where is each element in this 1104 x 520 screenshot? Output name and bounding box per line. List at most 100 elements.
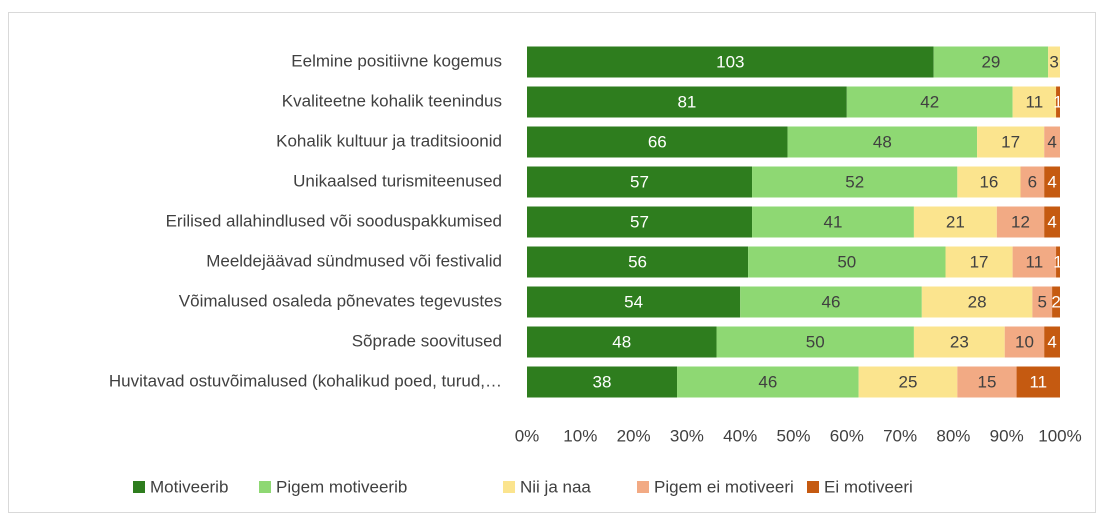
data-label: 66 <box>648 132 667 151</box>
legend-label: Pigem ei motiveeri <box>654 477 794 496</box>
x-tick-label: 40% <box>723 426 757 445</box>
data-label: 16 <box>979 172 998 191</box>
bar-segment <box>1056 86 1060 118</box>
data-label: 81 <box>677 92 696 111</box>
bar-segment <box>1016 366 1060 398</box>
legend-swatch <box>133 481 145 493</box>
legend-label: Ei motiveeri <box>824 477 913 496</box>
y-tick-label: Erilised allahindlused või sooduspakkumi… <box>166 211 502 230</box>
data-label: 11 <box>1026 252 1044 271</box>
data-label: 15 <box>977 372 996 391</box>
bar-segment <box>1032 286 1053 318</box>
bar-segment <box>527 46 934 78</box>
legend-swatch <box>807 481 819 493</box>
bar-segment <box>527 86 847 118</box>
bar-segment <box>913 326 1005 358</box>
legend-label: Pigem motiveerib <box>276 477 407 496</box>
x-tick-label: 70% <box>883 426 917 445</box>
x-tick-label: 100% <box>1038 426 1081 445</box>
data-label: 11 <box>1026 92 1044 111</box>
data-label: 42 <box>920 92 939 111</box>
bar-segment <box>1052 286 1060 318</box>
data-label: 1 <box>1053 92 1062 111</box>
bar-segment <box>1004 326 1045 358</box>
data-label: 50 <box>806 332 825 351</box>
bar-segment <box>945 246 1013 278</box>
bar-segment <box>913 206 997 238</box>
data-label: 1 <box>1053 252 1062 271</box>
data-label: 29 <box>981 52 1000 71</box>
bar-segment <box>1012 86 1057 118</box>
bar-segment <box>1044 206 1060 238</box>
bar-segment <box>527 326 717 358</box>
y-tick-label: Kohalik kultuur ja traditsioonid <box>276 131 502 150</box>
data-label: 57 <box>630 212 649 231</box>
bar-segment <box>957 366 1017 398</box>
bar-segment <box>921 286 1033 318</box>
bar-segment <box>1048 46 1060 78</box>
legend-label: Motiveerib <box>150 477 228 496</box>
legend-swatch <box>637 481 649 493</box>
data-label: 3 <box>1049 52 1058 71</box>
bar-segment <box>846 86 1013 118</box>
data-label: 5 <box>1037 292 1046 311</box>
x-tick-label: 50% <box>776 426 810 445</box>
data-label: 25 <box>899 372 918 391</box>
bar-segment <box>527 126 788 158</box>
x-tick-label: 30% <box>670 426 704 445</box>
data-label: 41 <box>824 212 843 231</box>
data-label: 17 <box>970 252 989 271</box>
data-label: 4 <box>1047 332 1056 351</box>
data-label: 4 <box>1047 132 1056 151</box>
data-label: 4 <box>1047 172 1056 191</box>
y-tick-label: Kvaliteetne kohalik teenindus <box>282 91 502 110</box>
bar-segment <box>1020 166 1045 198</box>
data-label: 4 <box>1047 212 1056 231</box>
data-label: 11 <box>1029 372 1047 391</box>
legend-swatch <box>503 481 515 493</box>
data-label: 28 <box>968 292 987 311</box>
bar-segment <box>527 366 678 398</box>
y-tick-label: Võimalused osaleda põnevates tegevustes <box>179 291 502 310</box>
data-label: 56 <box>628 252 647 271</box>
bar-segment <box>752 166 958 198</box>
bar-segment <box>957 166 1021 198</box>
bar-segment <box>1044 326 1060 358</box>
data-label: 12 <box>1011 212 1030 231</box>
bar-segment <box>1044 166 1060 198</box>
y-tick-label: Huvitavad ostuvõimalused (kohalikud poed… <box>109 371 502 390</box>
bar-segment <box>716 326 914 358</box>
bar-segment <box>933 46 1049 78</box>
bar-segment <box>748 246 946 278</box>
bar-segment <box>752 206 914 238</box>
data-label: 54 <box>624 292 643 311</box>
bar-segment <box>740 286 922 318</box>
bar-segment <box>787 126 978 158</box>
bar-segment <box>677 366 859 398</box>
x-tick-label: 10% <box>563 426 597 445</box>
data-label: 23 <box>950 332 969 351</box>
bar-segment <box>1056 246 1060 278</box>
bar-segment <box>1044 126 1060 158</box>
bar-segment <box>527 246 749 278</box>
data-label: 48 <box>873 132 892 151</box>
x-tick-label: 90% <box>990 426 1024 445</box>
data-label: 38 <box>593 372 612 391</box>
bar-segment <box>527 206 753 238</box>
bar-segment <box>858 366 958 398</box>
data-label: 21 <box>946 212 965 231</box>
y-tick-label: Unikaalsed turismiteenused <box>293 171 502 190</box>
data-label: 50 <box>837 252 856 271</box>
bar-segment <box>977 126 1045 158</box>
data-label: 17 <box>1001 132 1020 151</box>
data-label: 2 <box>1051 292 1060 311</box>
bar-segment <box>996 206 1045 238</box>
bar-segment <box>527 166 753 198</box>
bar-segment <box>527 286 741 318</box>
data-label: 46 <box>758 372 777 391</box>
x-tick-label: 0% <box>515 426 540 445</box>
bar-segment <box>1012 246 1057 278</box>
data-label: 52 <box>845 172 864 191</box>
data-label: 46 <box>822 292 841 311</box>
